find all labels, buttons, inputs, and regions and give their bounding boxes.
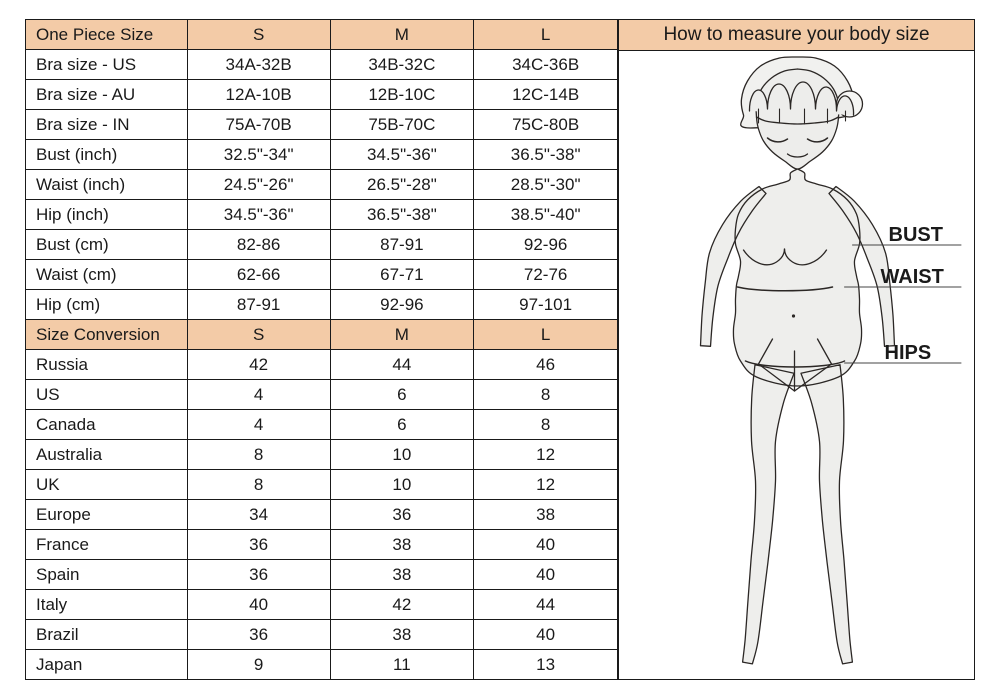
- svg-text:HIPS: HIPS: [885, 342, 932, 364]
- svg-text:WAIST: WAIST: [881, 266, 944, 288]
- svg-text:BUST: BUST: [889, 224, 943, 246]
